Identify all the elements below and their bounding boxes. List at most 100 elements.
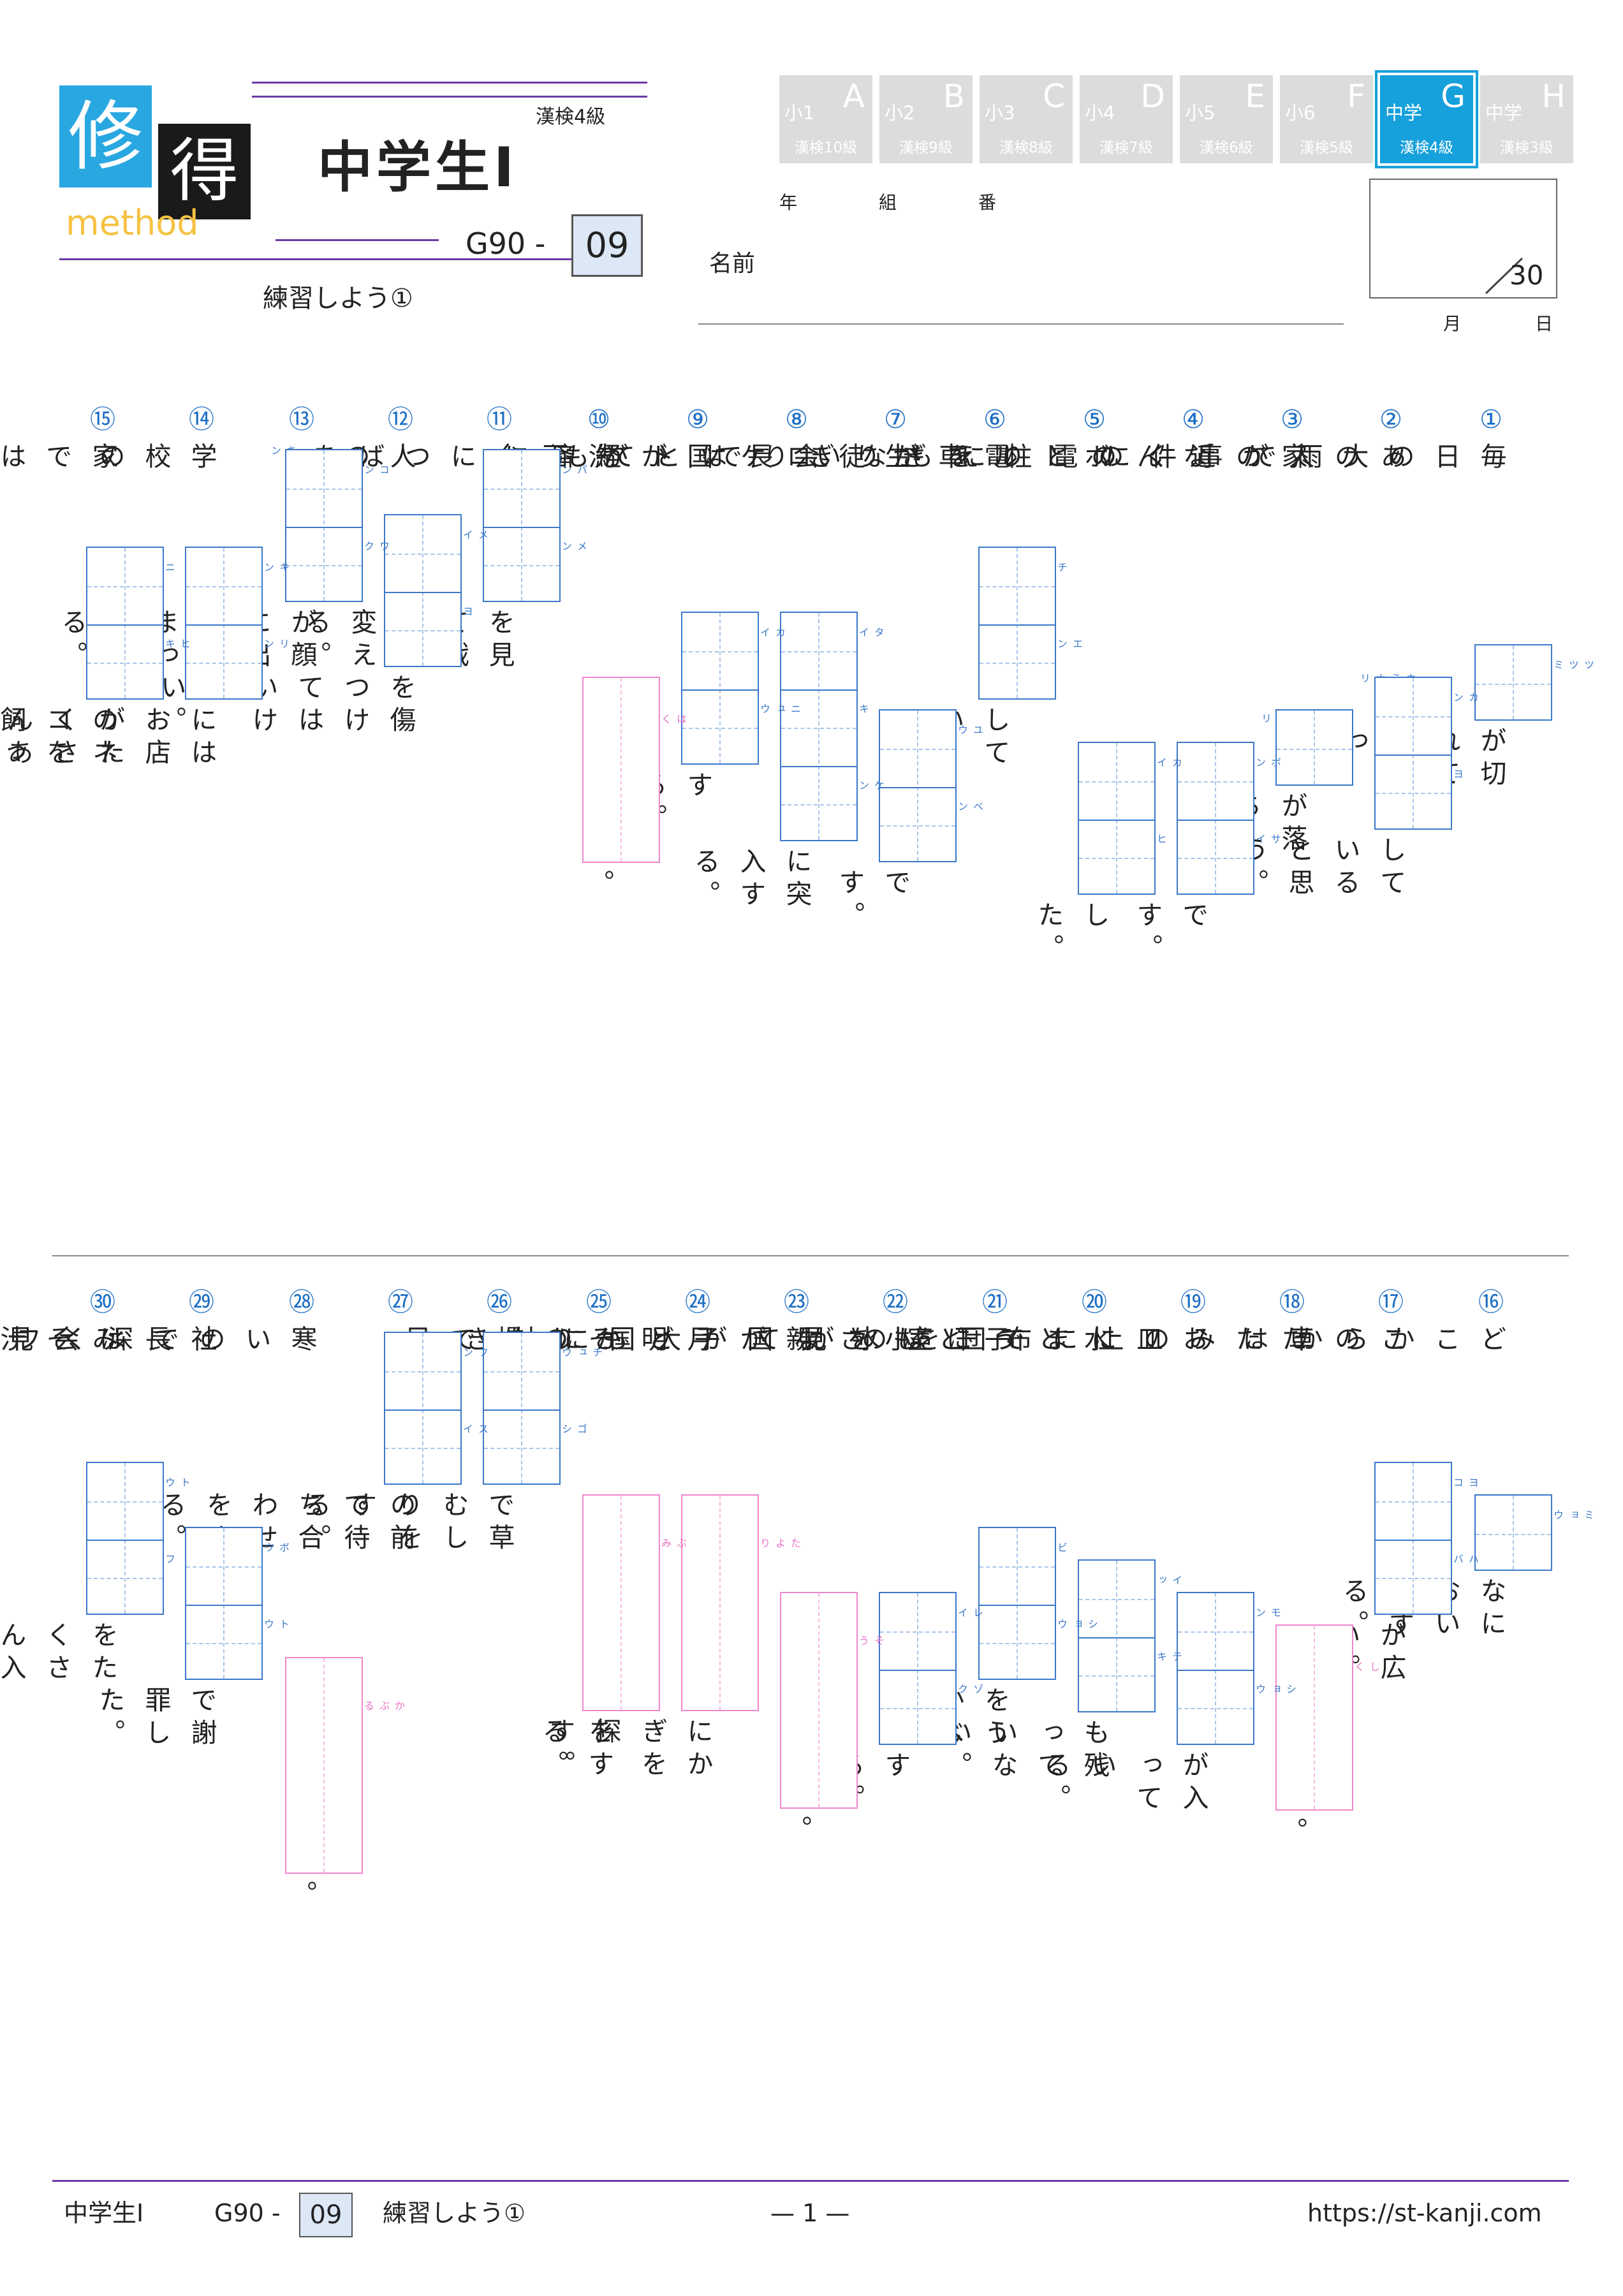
question-number: ㉕: [586, 1288, 612, 1317]
ruby-reading: トウ: [262, 1619, 290, 1630]
kanji-answer-box[interactable]: [1078, 742, 1156, 895]
box-guide-horizontal: [385, 1371, 460, 1372]
kanji-answer-box[interactable]: [285, 449, 363, 602]
section-divider: [52, 1255, 1569, 1256]
badge-d[interactable]: 小4 D 漢検7級: [1080, 75, 1173, 163]
kanji-answer-box[interactable]: [185, 547, 263, 700]
ruby-reading: リン: [262, 638, 290, 649]
kanji-answer-box[interactable]: [978, 1527, 1056, 1680]
name-field[interactable]: [698, 323, 1344, 325]
okurigana-answer-box[interactable]: [1275, 1624, 1353, 1811]
question-number: ㉑: [982, 1288, 1008, 1317]
badge-e[interactable]: 小5 E 漢検6級: [1180, 75, 1273, 163]
box-guide-vertical: [1017, 1528, 1018, 1679]
kanji-answer-box[interactable]: [86, 547, 164, 700]
question-text: 水とうには水が: [804, 1325, 1110, 1358]
score-box[interactable]: 30: [1369, 179, 1557, 298]
box-guide-vertical: [124, 548, 126, 698]
question-number: ㉔: [685, 1288, 710, 1317]
box-guide-vertical: [323, 1658, 325, 1873]
kanji-answer-box[interactable]: [483, 449, 561, 602]
ruby-reading: ゾク: [956, 1684, 983, 1695]
question-number: ③: [1281, 405, 1304, 434]
badge-g[interactable]: 中学 G 漢検4級: [1380, 75, 1473, 163]
kanji-answer-box[interactable]: [978, 547, 1056, 700]
kanji-answer-box[interactable]: [384, 514, 462, 667]
box-guide-vertical: [917, 1593, 918, 1744]
score-total: 30: [1509, 260, 1544, 291]
badge-kanken: 漢検10級: [794, 140, 858, 156]
box-guide-horizontal: [1079, 1675, 1154, 1677]
badge-kanken: 漢検9級: [899, 140, 953, 156]
box-guide-horizontal: [385, 1448, 460, 1449]
kanji-answer-box[interactable]: [681, 612, 759, 765]
question-text: を傷つけてはいけない。: [156, 673, 416, 739]
badge-h[interactable]: 中学 H 漢検3級: [1480, 75, 1573, 163]
ruby-reading: ユウ: [956, 725, 983, 735]
badge-kanken: 漢検3級: [1500, 140, 1553, 156]
box-guide-horizontal: [484, 1448, 559, 1449]
footer-url[interactable]: https://st-kanji.com: [1307, 2199, 1542, 2227]
question-text: 毎日の大雨で: [1246, 443, 1506, 475]
box-guide-horizontal: [980, 663, 1055, 664]
question-text: が入っている。: [1040, 1751, 1208, 1816]
box-guide-horizontal: [286, 565, 362, 566]
kanji-answer-box[interactable]: [185, 1527, 263, 1680]
question-text: この車は: [1238, 1325, 1406, 1358]
score-slash: [1485, 257, 1524, 295]
kanji-answer-box[interactable]: [780, 612, 858, 841]
ruby-reading: メイ: [461, 529, 488, 540]
code-number: 09: [571, 214, 643, 277]
kanji-answer-box[interactable]: [1474, 644, 1552, 721]
question-number: ⑥: [983, 405, 1006, 434]
box-guide-horizontal: [87, 586, 163, 587]
ruby-reading: ミョウ: [1552, 1510, 1594, 1520]
question-number: ㉒: [883, 1288, 908, 1317]
question-text: が広い。: [1330, 1621, 1406, 1686]
ruby-reading: ワク: [362, 541, 390, 552]
footer-course: 中学生Ⅰ: [64, 2199, 144, 2227]
box-cell-divider: [682, 689, 758, 691]
box-guide-vertical: [1215, 1593, 1216, 1744]
ruby-reading: イッ: [1155, 1575, 1182, 1586]
okurigana-answer-box[interactable]: [582, 677, 660, 863]
box-guide-vertical: [818, 1593, 819, 1807]
box-guide-vertical: [223, 1528, 224, 1679]
ruby-reading: ケン: [857, 780, 885, 791]
badge-grade: 小5: [1185, 102, 1215, 124]
box-guide-horizontal: [1476, 684, 1551, 685]
question-text: をたくさん入れる。: [0, 1621, 118, 1686]
kanji-answer-box[interactable]: [1275, 709, 1353, 786]
kanji-answer-box[interactable]: [1474, 1494, 1552, 1571]
question-number: ⑨: [686, 405, 709, 434]
question-text: 子どもを見て: [750, 1325, 1010, 1358]
okurigana-answer-box[interactable]: [582, 1494, 660, 1711]
kanji-answer-box[interactable]: [384, 1332, 462, 1485]
badge-f[interactable]: 小6 F 漢検5級: [1280, 75, 1373, 163]
kanji-answer-box[interactable]: [86, 1462, 164, 1615]
box-guide-horizontal: [781, 804, 856, 806]
question-text: なにおいがする。: [1338, 1577, 1506, 1642]
kanji-answer-box[interactable]: [483, 1332, 561, 1485]
kanji-answer-box[interactable]: [1177, 742, 1254, 895]
question-text: をうかべる。: [888, 1686, 1010, 1751]
okurigana-answer-box[interactable]: [681, 1494, 759, 1711]
question-number: ⑤: [1083, 405, 1106, 434]
question-text: 家では: [0, 443, 118, 475]
kanji-answer-box[interactable]: [1374, 677, 1452, 830]
question-number: ⑦: [884, 405, 907, 434]
badge-b[interactable]: 小2 B 漢検9級: [879, 75, 973, 163]
box-cell-divider: [286, 527, 362, 528]
badge-c[interactable]: 小3 C 漢検8級: [980, 75, 1073, 163]
kanji-answer-box[interactable]: [1078, 1559, 1156, 1712]
kanji-answer-box[interactable]: [879, 709, 957, 862]
badge-letter: C: [1043, 78, 1065, 115]
kanji-answer-box[interactable]: [879, 1592, 957, 1745]
badge-letter: H: [1541, 78, 1566, 115]
kanji-answer-box[interactable]: [1177, 1592, 1254, 1745]
okurigana-answer-box[interactable]: [285, 1657, 363, 1874]
box-guide-horizontal: [781, 651, 856, 652]
okurigana-answer-box[interactable]: [780, 1592, 858, 1809]
badge-a[interactable]: 小1 A 漢検10級: [779, 75, 872, 163]
kanji-answer-box[interactable]: [1374, 1462, 1452, 1615]
